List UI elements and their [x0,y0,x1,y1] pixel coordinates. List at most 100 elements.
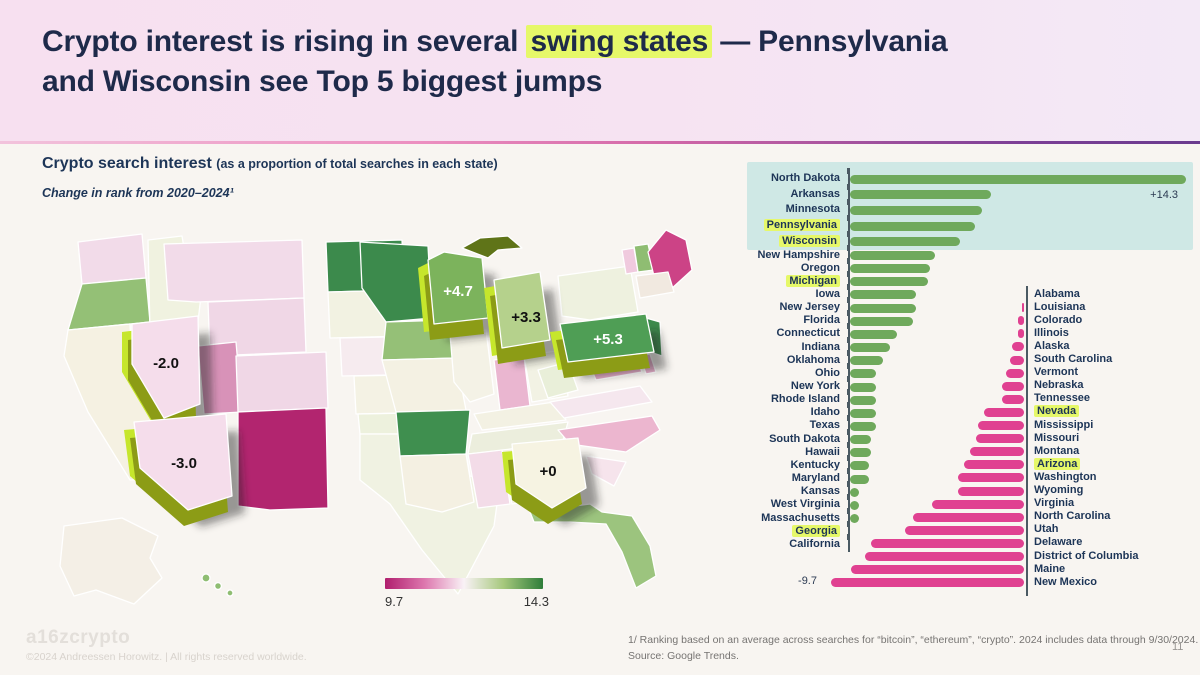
negative-bar-illinois [1018,329,1024,339]
state-shape-MN [359,241,433,323]
positive-bar-rhode-island [850,395,876,405]
axis-tick [847,183,849,190]
axis-tick [847,297,849,304]
axis-tick [847,362,849,369]
negative-bar-mississippi [978,421,1024,430]
bar-label-south-dakota: South Dakota [769,432,840,445]
bar-label-idaho: Idaho [810,406,840,419]
footnote-line1: 1/ Ranking based on an average across se… [628,634,1199,646]
axis-tick [847,520,849,527]
state-shape-PA [559,313,655,363]
negative-bar-washington [958,473,1024,483]
footnote-line2: Source: Google Trends. [628,650,739,662]
state-value-label-WI: +4.7 [443,283,473,300]
state-value-label-NV: -2.0 [153,355,179,372]
state-shape-MI-UP [461,235,523,259]
axis-tick [847,507,849,514]
state-shape-CO [235,351,329,413]
bar-label-new-hampshire: New Hampshire [757,248,840,261]
positive-bar-north-dakota [850,174,1187,184]
axis-tick [847,168,849,174]
negative-bar-nevada [984,407,1024,417]
positive-bar-florida [850,316,914,326]
bar-label-iowa: Iowa [815,287,840,300]
state-shape-NM [237,407,329,511]
state-shape-KY [473,401,567,431]
positive-bar-new-york [850,382,876,392]
bar-label-kentucky: Kentucky [790,458,840,471]
bar-label-alabama: Alabama [1034,287,1080,300]
negative-bar-missouri [976,434,1024,444]
state-shape-WA [77,233,147,285]
map-legend: 9.7 14.3 [385,578,549,609]
negative-bar-tennessee [1002,394,1024,404]
highlighted-state-label: Michigan [786,274,840,287]
state-shape-HI [201,573,211,583]
positive-bar-oklahoma [850,356,883,366]
bar-label-new-york: New York [790,380,840,392]
map-heading: Crypto search interest (as a proportion … [42,155,498,173]
negative-bar-colorado [1018,316,1024,326]
map-subtitle: Change in rank from 2020–2024¹ [42,186,234,200]
legend-min-label: 9.7 [385,594,404,609]
axis-tick [847,402,849,409]
negative-bar-north-carolina [912,512,1024,522]
axis-tick [847,494,849,501]
axis-tick [847,481,849,488]
bar-label-north-carolina: North Carolina [1034,510,1111,523]
bar-label-mississippi: Mississippi [1034,418,1094,431]
map-heading-main: Crypto search interest [42,155,212,172]
negative-bar-arizona [964,460,1024,470]
bar-label-hawaii: Hawaii [805,445,840,458]
positive-bar-michigan [850,277,928,287]
state-shape-HI [213,581,223,591]
bar-label-south-carolina: South Carolina [1034,353,1113,365]
bar-label-missouri: Missouri [1034,431,1080,444]
bar-label-new-mexico: New Mexico [1034,575,1097,588]
bar-label-wisconsin: Wisconsin [730,234,840,248]
bar-label-kansas: Kansas [800,485,840,498]
axis-tick [847,199,849,206]
axis-tick [847,441,849,448]
negative-bar-alaska [1012,342,1024,352]
slide-header: Crypto interest is rising in several swi… [0,0,1200,141]
bar-label-california: California [789,537,840,550]
bar-label-district-of-columbia: District of Columbia [1034,549,1139,562]
bar-label-oregon: Oregon [800,261,840,274]
negative-bar-south-carolina [1010,355,1024,365]
state-shape-AK [59,517,163,605]
bar-label-wyoming: Wyoming [1034,484,1084,496]
positive-bar-texas [850,421,876,431]
state-shape-LA [399,453,475,513]
title-text-pre: Crypto interest is rising in several [42,25,527,58]
state-shape-AR [395,409,471,457]
positive-bar-iowa [850,290,916,300]
bar-label-minnesota: Minnesota [785,203,840,216]
axis-tick [847,215,849,222]
min-value-annotation: -9.7 [798,575,817,587]
axis-tick [847,468,849,475]
bar-label-virginia: Virginia [1034,497,1075,510]
bar-label-illinois: Illinois [1034,326,1069,339]
positive-bar-wisconsin [850,237,961,247]
negative-bar-virginia [932,499,1024,509]
state-shape-VA [549,385,653,419]
bar-label-maryland: Maryland [791,472,840,485]
bar-label-west-virginia: West Virginia [770,498,840,511]
bar-label-georgia: Georgia [730,524,840,538]
positive-axis-line [848,168,850,552]
axis-tick [847,533,849,540]
footnote: 1/ Ranking based on an average across se… [628,632,1198,664]
axis-tick [847,244,849,251]
bar-label-oklahoma: Oklahoma [786,353,840,366]
axis-tick [847,376,849,382]
positive-bar-ohio [850,369,876,379]
negative-axis-line [1026,286,1028,596]
title-highlight: swing states [526,25,713,58]
state-shape-MI [493,271,551,349]
positive-bar-south-dakota [850,435,872,445]
header-divider [0,141,1200,144]
negative-bar-vermont [1006,368,1024,378]
bar-label-tennessee: Tennessee [1034,392,1091,405]
